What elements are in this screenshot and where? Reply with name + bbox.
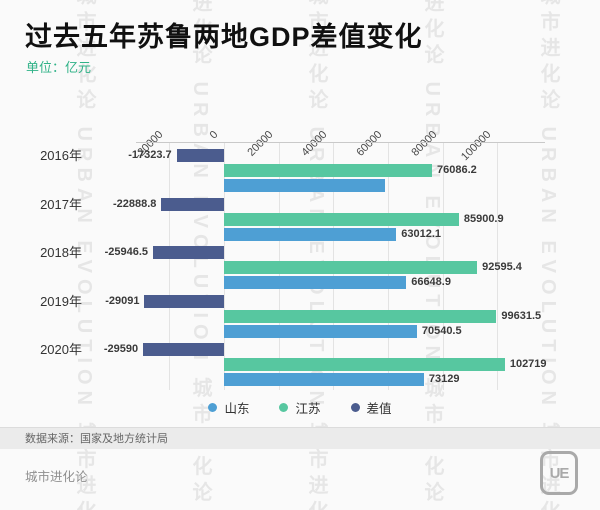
x-tick-label-text: 40000 xyxy=(299,128,330,159)
value-label-jiangsu-2017: 85900.9 xyxy=(463,212,504,225)
bar-shandong-2020 xyxy=(224,373,424,386)
category-label-2019: 2019年 xyxy=(40,293,82,309)
category-label-2020: 2020年 xyxy=(40,342,82,357)
bar-jiangsu-2016 xyxy=(224,164,433,177)
ue-logo: UE xyxy=(540,451,578,495)
legend-dot-shandong xyxy=(208,403,218,412)
value-label-diff-2019: -29091 xyxy=(105,294,140,307)
legend-item-diff: 差值 xyxy=(350,398,392,417)
bar-jiangsu-2019 xyxy=(224,309,497,323)
category-label-2018: 2018年 xyxy=(40,245,82,260)
legend-label-diff: 差值 xyxy=(366,402,392,416)
value-label-jiangsu-2018: 92595.4 xyxy=(482,261,522,273)
legend-item-jiangsu: 江苏 xyxy=(279,398,321,417)
legend-label-jiangsu: 江苏 xyxy=(295,402,321,416)
data-source-strip: 数据来源：国家及地方统计局 xyxy=(0,427,600,449)
x-tick-label-text: 100000 xyxy=(459,128,494,164)
legend-item-shandong: 山东 xyxy=(208,398,249,417)
value-label-diff-2018: -25946.5 xyxy=(104,246,149,258)
value-label-diff-2016: -17323.7 xyxy=(128,149,172,161)
legend-dot-jiangsu xyxy=(279,403,289,412)
bar-shandong-2016 xyxy=(224,179,385,192)
category-label-2016: 2016年 xyxy=(40,148,82,163)
gridline xyxy=(169,142,171,390)
bar-shandong-2017 xyxy=(224,227,397,241)
value-label-shandong-2018: 66648.9 xyxy=(411,276,451,288)
page-title: 过去五年苏鲁两地GDP差值变化 xyxy=(25,22,423,52)
value-label-diff-2020: -29590 xyxy=(103,343,139,355)
bar-shandong-2019 xyxy=(224,324,417,338)
value-label-jiangsu-2020: 102719 xyxy=(509,358,547,370)
brand-name: 城市进化论 xyxy=(25,470,88,484)
unit-label: 单位：亿元 xyxy=(26,60,92,75)
category-label-2017: 2017年 xyxy=(40,196,82,212)
bar-diff-2020 xyxy=(143,343,224,356)
bar-diff-2017 xyxy=(161,197,224,211)
value-label-shandong-2019: 70540.5 xyxy=(421,324,462,337)
x-axis-line xyxy=(136,142,545,143)
bar-jiangsu-2017 xyxy=(224,212,459,226)
bar-diff-2019 xyxy=(144,294,224,308)
value-label-shandong-2017: 63012.1 xyxy=(401,227,442,240)
chart-legend: 山东 江苏 差值 xyxy=(0,398,600,417)
x-tick-label-text: 60000 xyxy=(354,128,385,159)
value-label-shandong-2020: 73129 xyxy=(428,373,460,385)
bar-jiangsu-2020 xyxy=(224,358,505,371)
legend-dot-diff xyxy=(350,403,360,412)
bar-jiangsu-2018 xyxy=(224,261,478,274)
x-tick-label-text: 0 xyxy=(207,128,221,142)
x-tick-label-text: 20000 xyxy=(245,128,276,159)
bar-diff-2018 xyxy=(153,246,224,259)
value-label-diff-2017: -22888.8 xyxy=(112,197,157,210)
x-tick-label-text: 80000 xyxy=(409,128,440,159)
gridline xyxy=(497,142,499,390)
data-source-text: 数据来源：国家及地方统计局 xyxy=(25,433,168,445)
ue-logo-text: UE xyxy=(549,464,570,482)
value-label-jiangsu-2016: 76086.2 xyxy=(437,164,477,176)
legend-label-shandong: 山东 xyxy=(224,402,250,416)
value-label-jiangsu-2019: 99631.5 xyxy=(501,309,542,322)
bar-diff-2016 xyxy=(176,149,224,162)
bar-shandong-2018 xyxy=(224,276,407,289)
